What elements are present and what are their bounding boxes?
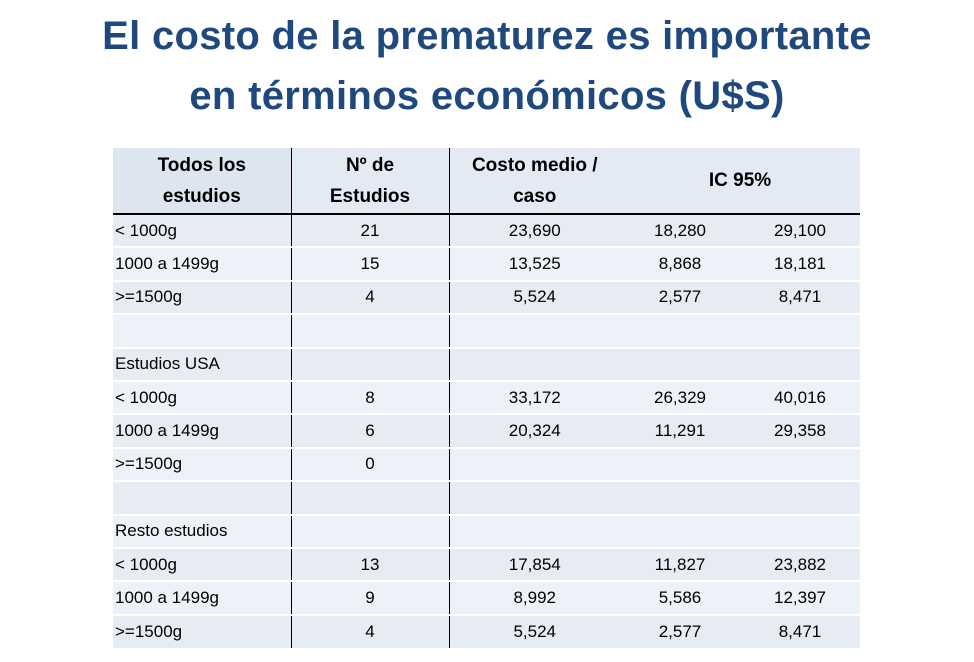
num-studies-cell (291, 480, 450, 515)
mean-cost-cell: 17,854 (449, 546, 620, 582)
row-label: < 1000g (113, 546, 292, 582)
ci-high-cell: 12,397 (740, 580, 860, 615)
table-row: < 1000g 8 33,172 26,329 40,016 (113, 379, 860, 415)
row-label (113, 480, 292, 515)
header-mean-cost: Costo medio / caso (449, 148, 620, 215)
num-studies-cell (291, 513, 450, 548)
row-label (113, 313, 292, 348)
num-studies-cell: 9 (291, 580, 450, 615)
ci-low-cell: 2,577 (620, 613, 740, 649)
ci-high-cell: 29,358 (740, 413, 860, 448)
header-all-studies: Todos los estudios (113, 148, 292, 215)
cost-table-container: Todos los estudios Nº de Estudios Costo … (113, 148, 860, 649)
mean-cost-cell: 33,172 (449, 379, 620, 415)
table-row: < 1000g 21 23,690 18,280 29,100 (113, 212, 860, 248)
ci-high-cell (740, 446, 860, 482)
mean-cost-cell (449, 346, 620, 381)
mean-cost-cell (449, 446, 620, 482)
row-label: 1000 a 1499g (113, 580, 292, 615)
ci-low-cell (620, 513, 740, 548)
row-label: < 1000g (113, 212, 292, 248)
ci-low-cell (620, 480, 740, 515)
ci-low-cell (620, 346, 740, 381)
ci-low-cell (620, 446, 740, 482)
ci-low-cell: 11,827 (620, 546, 740, 582)
row-label: Estudios USA (113, 346, 292, 381)
ci-high-cell: 18,181 (740, 246, 860, 281)
table-row: >=1500g 0 (113, 446, 860, 482)
table-row: 1000 a 1499g 9 8,992 5,586 12,397 (113, 580, 860, 615)
table-header-row: Todos los estudios Nº de Estudios Costo … (113, 148, 860, 215)
header-ci-95: IC 95% (620, 148, 860, 215)
mean-cost-cell: 8,992 (449, 580, 620, 615)
mean-cost-cell: 23,690 (449, 212, 620, 248)
mean-cost-cell: 20,324 (449, 413, 620, 448)
mean-cost-cell (449, 513, 620, 548)
cost-table: Todos los estudios Nº de Estudios Costo … (113, 148, 860, 649)
ci-high-cell: 40,016 (740, 379, 860, 415)
mean-cost-cell (449, 313, 620, 348)
ci-low-cell: 26,329 (620, 379, 740, 415)
table-row: >=1500g 4 5,524 2,577 8,471 (113, 279, 860, 315)
ci-high-cell (740, 480, 860, 515)
table-row: 1000 a 1499g 15 13,525 8,868 18,181 (113, 246, 860, 281)
num-studies-cell: 6 (291, 413, 450, 448)
table-row (113, 313, 860, 348)
slide-title: El costo de la prematurez es importante … (0, 6, 974, 126)
ci-low-cell: 5,586 (620, 580, 740, 615)
num-studies-cell: 21 (291, 212, 450, 248)
num-studies-cell (291, 313, 450, 348)
title-line-2: en términos económicos (U$S) (189, 74, 785, 118)
mean-cost-cell: 5,524 (449, 613, 620, 649)
table-row: 1000 a 1499g 6 20,324 11,291 29,358 (113, 413, 860, 448)
ci-high-cell (740, 513, 860, 548)
title-line-1: El costo de la prematurez es importante (102, 14, 872, 58)
table-row: >=1500g 4 5,524 2,577 8,471 (113, 613, 860, 649)
ci-low-cell (620, 313, 740, 348)
table-row (113, 480, 860, 515)
ci-high-cell: 8,471 (740, 613, 860, 649)
num-studies-cell: 4 (291, 613, 450, 649)
table-row: < 1000g 13 17,854 11,827 23,882 (113, 546, 860, 582)
ci-low-cell: 18,280 (620, 212, 740, 248)
num-studies-cell: 8 (291, 379, 450, 415)
num-studies-cell: 4 (291, 279, 450, 315)
num-studies-cell: 13 (291, 546, 450, 582)
mean-cost-cell: 13,525 (449, 246, 620, 281)
row-label: 1000 a 1499g (113, 413, 292, 448)
mean-cost-cell (449, 480, 620, 515)
row-label: >=1500g (113, 446, 292, 482)
header-num-studies: Nº de Estudios (291, 148, 450, 215)
row-label: >=1500g (113, 613, 292, 649)
row-label: Resto estudios (113, 513, 292, 548)
row-label: >=1500g (113, 279, 292, 315)
table-row: Resto estudios (113, 513, 860, 548)
row-label: 1000 a 1499g (113, 246, 292, 281)
ci-high-cell (740, 346, 860, 381)
ci-low-cell: 2,577 (620, 279, 740, 315)
num-studies-cell: 15 (291, 246, 450, 281)
ci-high-cell: 29,100 (740, 212, 860, 248)
num-studies-cell: 0 (291, 446, 450, 482)
ci-low-cell: 8,868 (620, 246, 740, 281)
mean-cost-cell: 5,524 (449, 279, 620, 315)
ci-low-cell: 11,291 (620, 413, 740, 448)
ci-high-cell (740, 313, 860, 348)
num-studies-cell (291, 346, 450, 381)
table-row: Estudios USA (113, 346, 860, 381)
ci-high-cell: 8,471 (740, 279, 860, 315)
row-label: < 1000g (113, 379, 292, 415)
ci-high-cell: 23,882 (740, 546, 860, 582)
